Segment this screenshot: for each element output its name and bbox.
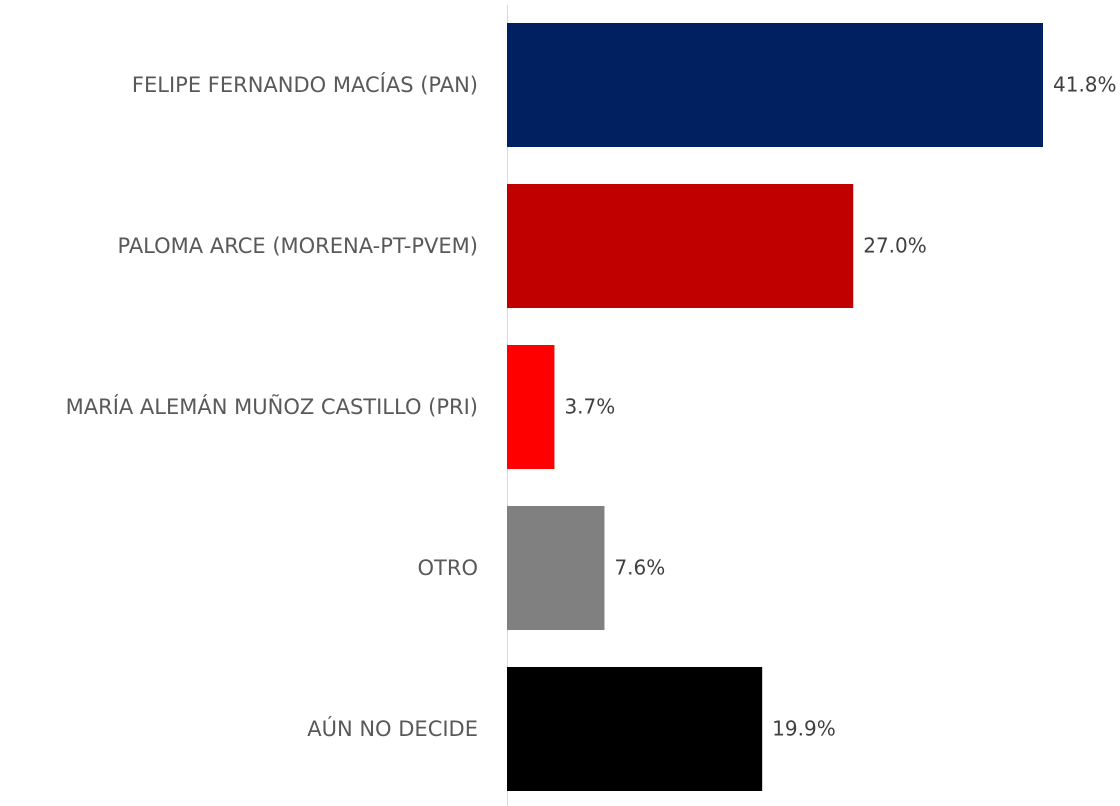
bar [507, 23, 1043, 147]
category-label: OTRO [418, 556, 478, 580]
category-label: FELIPE FERNANDO MACÍAS (PAN) [132, 72, 478, 97]
data-label: 41.8% [1053, 73, 1117, 97]
bar [507, 667, 763, 791]
category-label: AÚN NO DECIDE [307, 716, 478, 741]
bar [507, 345, 555, 469]
data-label: 27.0% [863, 234, 927, 258]
data-label: 7.6% [614, 556, 665, 580]
category-label: PALOMA ARCE (MORENA-PT-PVEM) [118, 234, 479, 258]
bar [507, 506, 605, 630]
data-label: 19.9% [772, 717, 836, 741]
data-label: 3.7% [564, 395, 615, 419]
category-label: MARÍA ALEMÁN MUÑOZ CASTILLO (PRI) [66, 393, 478, 419]
bar [507, 184, 854, 308]
